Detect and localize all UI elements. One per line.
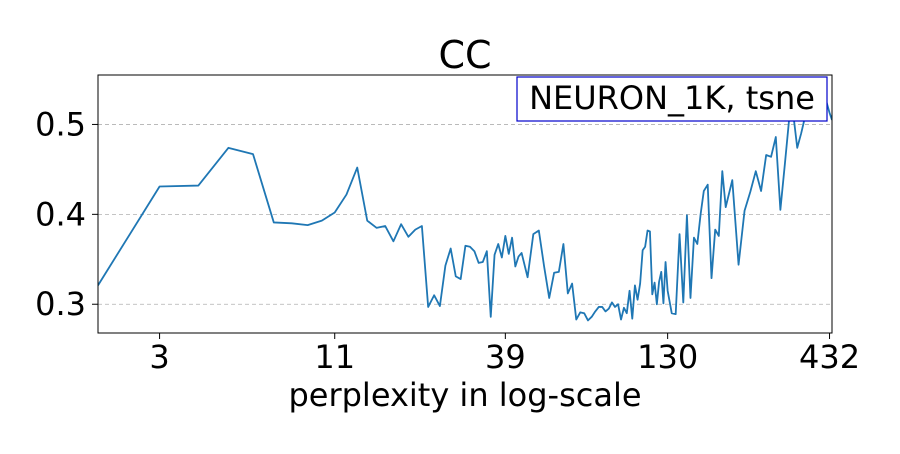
- grid-lines: [98, 124, 832, 305]
- chart-title: CC: [438, 33, 491, 77]
- annotation-box: NEURON_1K, tsne: [516, 76, 828, 122]
- x-tick-label: 11: [314, 338, 355, 376]
- y-tick-label: 0.5: [35, 105, 86, 143]
- ticks-layer: 0.3 0.4 0.5 3 11 39 130 432: [35, 105, 860, 376]
- y-tick-label: 0.4: [35, 195, 86, 233]
- annotation-text: NEURON_1K, tsne: [529, 79, 815, 117]
- y-tick-label: 0.3: [35, 285, 86, 323]
- x-axis-label: perplexity in log-scale: [288, 376, 641, 414]
- series-line: [98, 80, 832, 322]
- series-layer: [98, 80, 832, 322]
- annotation-frame: [516, 76, 828, 122]
- x-tick-label: 39: [485, 338, 526, 376]
- x-tick-label: 130: [637, 338, 698, 376]
- axes-frame: [97, 74, 833, 334]
- x-tick-label: 432: [799, 338, 860, 376]
- x-tick-label: 3: [149, 338, 169, 376]
